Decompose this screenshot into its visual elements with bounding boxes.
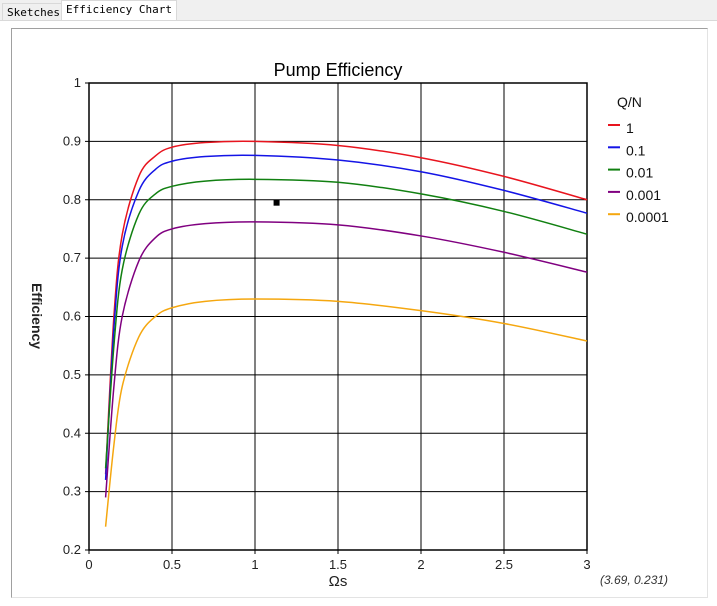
series-line-1 (104, 140, 588, 475)
y-tick-label: 0.5 (63, 367, 81, 382)
data-marker (273, 199, 280, 206)
legend-label: 1 (626, 120, 634, 136)
y-tick-label: 0.9 (63, 133, 81, 148)
y-tick-label: 0.2 (63, 542, 81, 557)
x-tick-label: 0 (85, 557, 92, 572)
coordinate-readout: (3.69, 0.231) (600, 573, 669, 587)
plot-area-border (88, 82, 588, 551)
x-tick-label: 2 (417, 557, 424, 572)
chart-container (11, 28, 708, 598)
y-tick-label: 0.7 (63, 250, 81, 265)
legend-label: 0.01 (626, 165, 653, 181)
y-tick-label: 0.8 (63, 192, 81, 207)
x-tick-label: 1 (251, 557, 258, 572)
x-tick-label: 3 (583, 557, 590, 572)
x-tick-label: 1.5 (329, 557, 347, 572)
x-tick-label: 2.5 (495, 557, 513, 572)
y-tick-label: 1 (74, 75, 81, 90)
series-line-0_01 (104, 178, 588, 469)
x-tick-label: 0.5 (163, 557, 181, 572)
tab-strip: Sketches Efficiency Chart (0, 0, 717, 21)
legend-label: 0.1 (626, 142, 646, 158)
y-axis-label: Efficiency (29, 283, 45, 349)
series-line-0_001 (104, 221, 588, 498)
series-line-0_0001 (104, 298, 588, 527)
chart-title: Pump Efficiency (274, 60, 403, 80)
legend-label: 0.0001 (626, 209, 669, 225)
y-tick-label: 0.6 (63, 309, 81, 324)
y-tick-label: 0.3 (63, 484, 81, 499)
tab-sketches[interactable]: Sketches (2, 3, 65, 21)
x-axis-label: Ωs (329, 573, 348, 590)
tab-efficiency-chart[interactable]: Efficiency Chart (61, 0, 177, 21)
y-tick-label: 0.4 (63, 425, 81, 440)
legend-title: Q/N (617, 94, 642, 110)
series-line-0_1 (104, 154, 588, 480)
legend-label: 0.001 (626, 187, 661, 203)
